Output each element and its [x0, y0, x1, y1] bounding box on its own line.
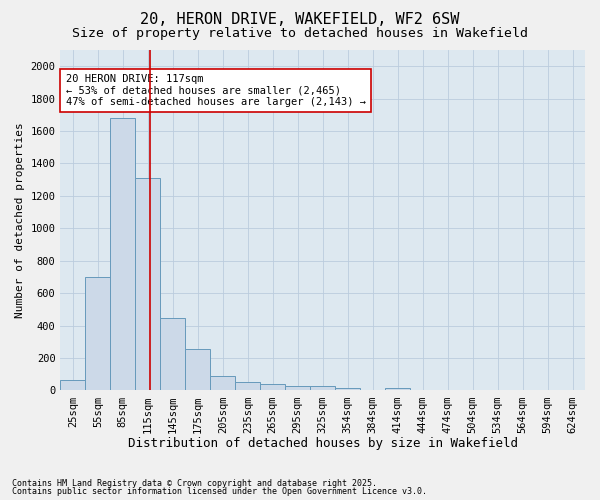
Bar: [385, 388, 410, 390]
Text: 20 HERON DRIVE: 117sqm
← 53% of detached houses are smaller (2,465)
47% of semi-: 20 HERON DRIVE: 117sqm ← 53% of detached…: [65, 74, 365, 107]
Text: Contains HM Land Registry data © Crown copyright and database right 2025.: Contains HM Land Registry data © Crown c…: [12, 478, 377, 488]
Bar: [335, 388, 360, 390]
Bar: [136, 178, 160, 390]
Bar: [160, 318, 185, 390]
Text: 20, HERON DRIVE, WAKEFIELD, WF2 6SW: 20, HERON DRIVE, WAKEFIELD, WF2 6SW: [140, 12, 460, 28]
Bar: [310, 386, 335, 390]
Bar: [210, 376, 235, 390]
Text: Contains public sector information licensed under the Open Government Licence v3: Contains public sector information licen…: [12, 487, 427, 496]
Bar: [235, 382, 260, 390]
X-axis label: Distribution of detached houses by size in Wakefield: Distribution of detached houses by size …: [128, 437, 518, 450]
Y-axis label: Number of detached properties: Number of detached properties: [15, 122, 25, 318]
Text: Size of property relative to detached houses in Wakefield: Size of property relative to detached ho…: [72, 28, 528, 40]
Bar: [185, 349, 210, 391]
Bar: [285, 386, 310, 390]
Bar: [260, 384, 285, 390]
Bar: [110, 118, 136, 390]
Bar: [85, 277, 110, 390]
Bar: [61, 380, 85, 390]
